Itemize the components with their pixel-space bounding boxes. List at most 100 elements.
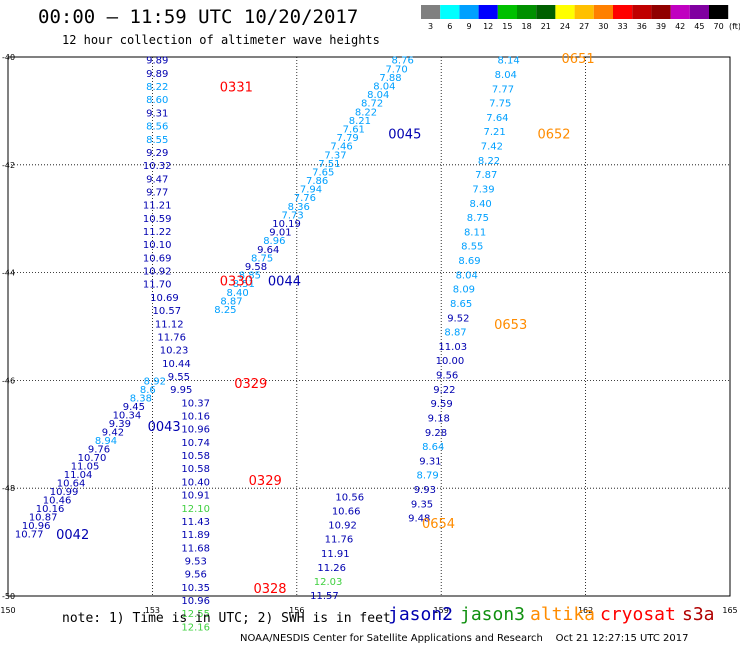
swh-value: 10.23 xyxy=(160,346,189,357)
swh-value: 9.95 xyxy=(170,385,192,396)
swh-value: 9.53 xyxy=(185,556,207,567)
swh-value: 8.75 xyxy=(251,253,273,264)
legend-jason2: jason2 xyxy=(388,604,454,625)
swh-value: 7.87 xyxy=(475,170,497,181)
colorbar-swatch xyxy=(497,5,517,19)
colorbar-ticks: 3 6 9 12 15 18 21 24 27 30 33 36 39 42 45 70 xyxy=(421,22,740,34)
swh-value: 7.94 xyxy=(300,185,322,196)
swh-value: 8.56 xyxy=(146,122,168,133)
swh-value: 8.21 xyxy=(349,116,371,127)
swh-value: 7.64 xyxy=(486,113,508,124)
swh-value: 10.69 xyxy=(143,253,172,264)
swh-value: 7.70 xyxy=(385,64,407,75)
swh-value: 9.39 xyxy=(109,419,131,430)
swh-value: 10.44 xyxy=(162,359,191,370)
track-label: 0652 xyxy=(537,128,570,143)
swh-value: 7.21 xyxy=(483,127,505,138)
swh-value: 7.76 xyxy=(294,193,316,204)
swh-value: 11.91 xyxy=(321,549,350,560)
colorbar-tick: 3 xyxy=(428,22,434,31)
legend-cryosat: cryosat xyxy=(600,604,676,625)
swh-value: 10.57 xyxy=(153,306,182,317)
swh-value: 7.77 xyxy=(492,84,514,95)
swh-value: 8.69 xyxy=(458,256,480,267)
credit-line: NOAA/NESDIS Center for Satellite Applica… xyxy=(240,633,689,644)
swh-value: 10.10 xyxy=(143,240,172,251)
swh-value: 10.35 xyxy=(181,583,210,594)
swh-value: 9.47 xyxy=(146,174,168,185)
lon-label: 156 xyxy=(289,606,304,615)
swh-value: 8.65 xyxy=(450,299,472,310)
colorbar-swatch xyxy=(651,5,671,19)
swh-value: 12.03 xyxy=(314,577,343,588)
colorbar-swatch xyxy=(574,5,594,19)
colorbar-tick: 9 xyxy=(466,22,472,31)
swh-value: 8.85 xyxy=(239,271,261,282)
page-subtitle: 12 hour collection of altimeter wave hei… xyxy=(62,33,380,47)
swh-value: 8.96 xyxy=(263,236,285,247)
swh-value: 9.58 xyxy=(245,262,267,273)
swh-value: 10.77 xyxy=(15,530,44,541)
swh-value: 10.66 xyxy=(332,506,361,517)
lat-label: -40 xyxy=(2,53,15,62)
colorbar-tick: 70 xyxy=(713,22,724,31)
swh-value: 8.22 xyxy=(146,82,168,93)
colorbar-tick: 33 xyxy=(617,22,628,31)
swh-value: 9.77 xyxy=(146,187,168,198)
colorbar-tick: 21 xyxy=(540,22,551,31)
swh-value: 9.18 xyxy=(428,413,450,424)
swh-value: 8.04 xyxy=(495,70,517,81)
swh-value: 7.65 xyxy=(312,167,334,178)
swh-value: 8.25 xyxy=(214,305,236,316)
swh-value: 7.61 xyxy=(343,124,365,135)
swh-value: 8.40 xyxy=(227,288,249,299)
swh-value: 10.37 xyxy=(181,398,210,409)
swh-value: 9.29 xyxy=(146,148,168,159)
track-label: 0651 xyxy=(562,52,595,67)
swh-value: 10.64 xyxy=(57,479,86,490)
colorbar-swatch xyxy=(517,5,537,19)
colorbar-tick: 27 xyxy=(579,22,590,31)
track-label: 0329 xyxy=(234,377,267,392)
swh-value: 9.76 xyxy=(88,445,110,456)
swh-value: 7.75 xyxy=(489,99,511,110)
swh-value: 8.51 xyxy=(233,279,255,290)
swh-value: 9.31 xyxy=(146,108,168,119)
swh-value: 9.42 xyxy=(102,427,124,438)
track-label: 0328 xyxy=(253,582,286,597)
track-label: 0043 xyxy=(148,420,181,435)
swh-value: 9.28 xyxy=(425,428,447,439)
legend-jason3: jason3 xyxy=(460,604,526,625)
swh-value: 8.87 xyxy=(220,296,242,307)
colorbar-swatch xyxy=(555,5,575,19)
lat-label: -42 xyxy=(2,161,15,170)
lon-label: 150 xyxy=(0,606,15,615)
track-label: 0045 xyxy=(388,128,421,143)
swh-value: 11.26 xyxy=(317,563,346,574)
lat-label: -46 xyxy=(2,376,15,385)
lat-label: -44 xyxy=(2,269,15,278)
swh-value: 8.55 xyxy=(146,135,168,146)
swh-value: 10.32 xyxy=(143,161,172,172)
track-label: 0044 xyxy=(268,275,301,290)
swh-value: 8.76 xyxy=(392,56,414,67)
swh-value: 9.93 xyxy=(414,485,436,496)
swh-value: 11.57 xyxy=(310,591,339,602)
lon-label: 153 xyxy=(145,606,160,615)
swh-value: 7.79 xyxy=(337,133,359,144)
colorbar-tick: 18 xyxy=(521,22,532,31)
track-label: 0042 xyxy=(56,528,89,543)
swh-value: 10.58 xyxy=(181,464,210,475)
colorbar-tick: 24 xyxy=(559,22,571,31)
colorbar xyxy=(421,5,729,19)
swh-value: 11.76 xyxy=(157,332,186,343)
swh-value: 10.99 xyxy=(50,487,79,498)
colorbar-swatch xyxy=(613,5,633,19)
swh-value: 7.46 xyxy=(330,142,352,153)
swh-value: 8.92 xyxy=(144,376,166,387)
swh-value: 8.22 xyxy=(478,156,500,167)
swh-value: 8.60 xyxy=(146,95,168,106)
colorbar-tick: 45 xyxy=(694,22,705,31)
colorbar-swatch xyxy=(689,5,709,19)
swh-value: 9.52 xyxy=(447,313,469,324)
